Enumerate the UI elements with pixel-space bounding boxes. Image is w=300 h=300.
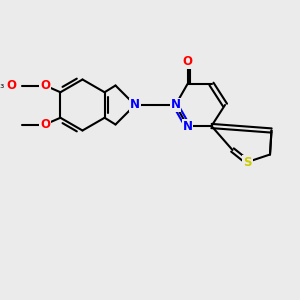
Text: N: N bbox=[170, 98, 181, 112]
Text: N: N bbox=[182, 119, 193, 133]
Text: S: S bbox=[243, 155, 252, 169]
Text: O: O bbox=[40, 118, 50, 131]
Text: CH₃: CH₃ bbox=[0, 80, 5, 91]
Text: N: N bbox=[130, 98, 140, 112]
Text: O: O bbox=[6, 79, 16, 92]
Text: O: O bbox=[40, 79, 50, 92]
Text: O: O bbox=[182, 55, 193, 68]
